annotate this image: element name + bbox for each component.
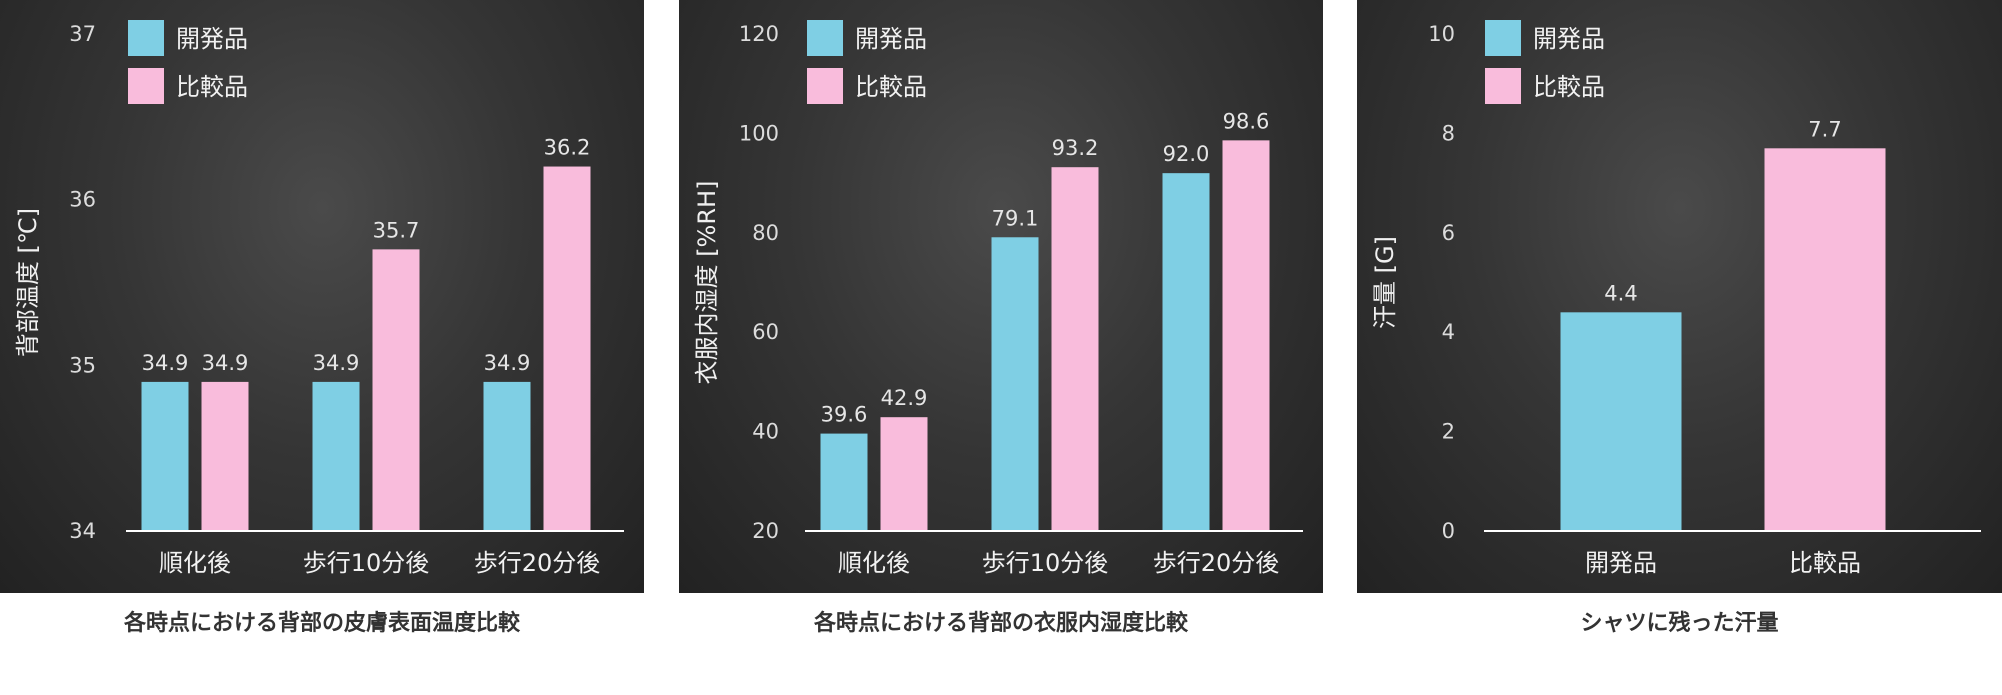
y-tick-label: 34 <box>69 519 96 543</box>
bar-value-label: 34.9 <box>313 351 360 375</box>
bar <box>483 381 531 531</box>
humidity-chart: 20 40 60 80 100 120 衣服内湿度 [%RH] 39.6 79.1 92.0 42.… <box>693 20 1303 577</box>
bar-value-label: 7.7 <box>1808 117 1841 141</box>
bar-value-label: 35.7 <box>373 218 420 242</box>
bar-value-label: 36.2 <box>544 136 591 160</box>
legend-swatch-dev <box>807 20 843 56</box>
y-tick-label: 0 <box>1442 519 1455 543</box>
x-category-label: 歩行10分後 <box>303 549 430 577</box>
bar <box>1560 312 1682 531</box>
y-tick-label: 4 <box>1442 320 1455 344</box>
sweat-chart-caption: シャツに残った汗量 <box>1580 611 1779 636</box>
x-category-label: 比較品 <box>1789 549 1861 577</box>
bar <box>1764 148 1886 531</box>
y-tick-label: 35 <box>69 353 96 377</box>
humidity-chart-panel: 20 40 60 80 100 120 衣服内湿度 [%RH] 39.6 79.1 92.0 42.… <box>679 0 1323 593</box>
bar <box>312 381 360 531</box>
y-tick-label: 37 <box>69 22 96 46</box>
bar <box>1162 173 1210 531</box>
y-tick-label: 80 <box>752 221 779 245</box>
legend-label: 比較品 <box>855 73 927 101</box>
y-axis-label: 衣服内湿度 [%RH] <box>693 181 721 385</box>
y-tick-label: 36 <box>69 188 96 212</box>
y-axis-label: 汗量 [G] <box>1371 236 1399 329</box>
legend-label: 開発品 <box>176 25 248 53</box>
bar-value-label: 92.0 <box>1163 142 1210 166</box>
bar <box>141 381 189 531</box>
legend-swatch-dev <box>128 20 164 56</box>
bar-value-label: 34.9 <box>142 351 189 375</box>
legend-swatch-dev <box>1485 20 1521 56</box>
bar-value-label: 98.6 <box>1223 109 1270 133</box>
y-tick-label: 60 <box>752 320 779 344</box>
x-category-label: 順化後 <box>159 549 231 577</box>
legend-swatch-cmp <box>807 68 843 104</box>
bar-value-label: 79.1 <box>992 206 1039 230</box>
bar <box>880 417 928 531</box>
y-tick-label: 2 <box>1442 420 1455 444</box>
x-category-label: 順化後 <box>838 549 910 577</box>
temperature-chart-panel: 34 35 36 37 背部温度 [℃] 34.9 34.9 34.9 34.9 35.7 36.2… <box>0 0 644 593</box>
bar <box>991 237 1039 531</box>
y-tick-label: 10 <box>1428 22 1455 46</box>
y-tick-label: 6 <box>1442 221 1455 245</box>
legend-swatch-cmp <box>1485 68 1521 104</box>
bar <box>543 166 591 532</box>
y-tick-label: 8 <box>1442 121 1455 145</box>
y-tick-label: 40 <box>752 420 779 444</box>
bar <box>1222 140 1270 531</box>
x-category-label: 歩行20分後 <box>474 549 601 577</box>
humidity-chart-caption: 各時点における背部の衣服内湿度比較 <box>813 611 1188 636</box>
x-category-label: 開発品 <box>1585 549 1657 577</box>
legend-label: 開発品 <box>855 25 927 53</box>
legend-label: 比較品 <box>176 73 248 101</box>
y-axis-label: 背部温度 [℃] <box>14 208 42 357</box>
temperature-chart-caption: 各時点における背部の皮膚表面温度比較 <box>123 611 520 636</box>
bar-value-label: 34.9 <box>484 351 531 375</box>
bar-value-label: 4.4 <box>1604 281 1637 305</box>
bar-value-label: 39.6 <box>821 403 868 427</box>
y-tick-label: 100 <box>739 121 779 145</box>
bar <box>201 381 249 531</box>
temperature-chart: 34 35 36 37 背部温度 [℃] 34.9 34.9 34.9 34.9 35.7 36.2… <box>14 20 624 577</box>
x-category-label: 歩行10分後 <box>982 549 1109 577</box>
y-tick-label: 120 <box>739 22 779 46</box>
bar-value-label: 34.9 <box>202 351 249 375</box>
x-category-label: 歩行20分後 <box>1153 549 1280 577</box>
bar <box>372 249 420 531</box>
y-tick-label: 20 <box>752 519 779 543</box>
sweat-chart-panel: 0 2 4 6 8 10 汗量 [G] 4.4 7.7 開発品 比較品 開発品 比較品 <box>1357 0 2002 593</box>
bar <box>1051 167 1099 532</box>
legend-label: 開発品 <box>1533 25 1605 53</box>
legend-swatch-cmp <box>128 68 164 104</box>
legend-label: 比較品 <box>1533 73 1605 101</box>
bar-value-label: 42.9 <box>881 386 928 410</box>
bar <box>820 433 868 531</box>
bar-value-label: 93.2 <box>1052 136 1099 160</box>
